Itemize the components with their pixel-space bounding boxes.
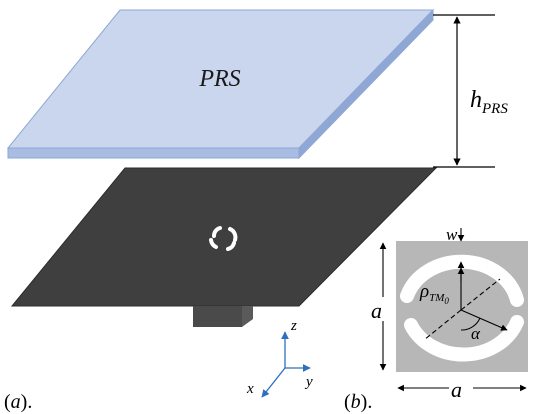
panel-a-label: (a).	[4, 391, 32, 413]
a-horizontal-label: a	[451, 377, 462, 402]
ground-plane-face	[10, 167, 438, 307]
prs-right-edge	[298, 8, 434, 160]
axis-y-label: y	[304, 374, 313, 390]
alpha-label: α	[471, 324, 481, 343]
rho-label: ρTM0	[419, 281, 449, 306]
axis-x-label: x	[246, 381, 254, 397]
a-vertical-label: a	[371, 298, 382, 323]
axis-z-label: z	[290, 318, 297, 334]
h-prs-dimension: hPRS	[433, 14, 508, 168]
lower-arc-slot	[404, 315, 524, 362]
prs-front-edge	[7, 147, 300, 159]
coordinate-axes: z y x	[246, 318, 313, 398]
ground-plane	[10, 167, 438, 327]
prs-label: PRS	[198, 66, 240, 92]
unit-cell: w ρTM0 α a a	[368, 225, 528, 402]
h-prs-label: hPRS	[470, 87, 508, 117]
feed-block	[193, 306, 253, 327]
panel-b-label: (b).	[344, 391, 372, 413]
ground-slot	[209, 226, 238, 251]
rho-dimension: ρTM0 α	[419, 261, 508, 343]
w-label: w	[446, 225, 458, 244]
a-horizontal-dimension: a	[397, 377, 527, 402]
a-vertical-dimension: a	[368, 242, 390, 371]
prs-slab: PRS	[6, 8, 435, 160]
